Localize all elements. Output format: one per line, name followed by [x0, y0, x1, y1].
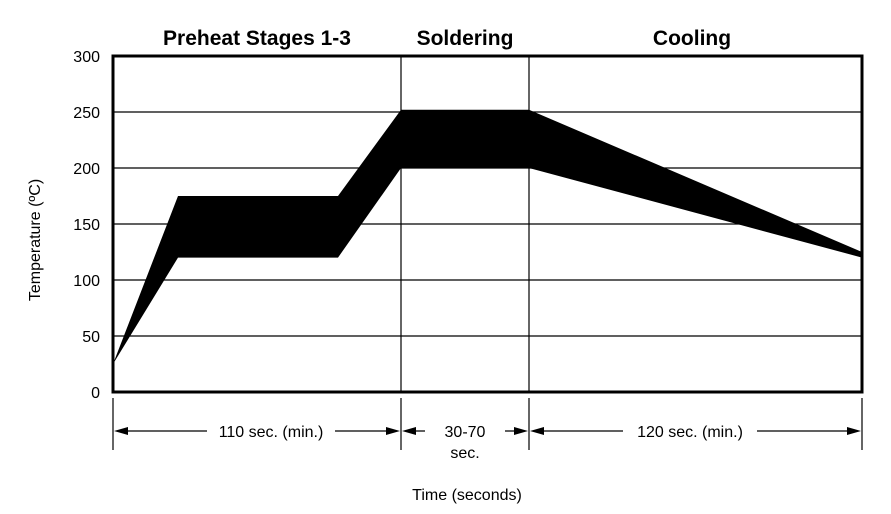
- stage-label-preheat: Preheat Stages 1-3: [163, 27, 351, 50]
- duration-arrowheads: [114, 427, 861, 435]
- arrowhead-left-icon: [530, 427, 544, 435]
- stage-label-cooling: Cooling: [653, 27, 731, 50]
- arrowhead-right-icon: [514, 427, 528, 435]
- stage-label-soldering: Soldering: [417, 27, 514, 50]
- arrowhead-right-icon: [847, 427, 861, 435]
- duration-label-soldering: 30-70: [445, 424, 486, 441]
- y-tick-label: 50: [82, 329, 100, 346]
- y-tick-labels: 0 50 100 150 200 250 300: [73, 49, 100, 402]
- arrowhead-right-icon: [386, 427, 400, 435]
- temperature-band: [113, 109, 862, 364]
- y-tick-label: 100: [73, 273, 100, 290]
- duration-label-cooling: 120 sec. (min.): [637, 424, 743, 441]
- y-tick-label: 0: [91, 385, 100, 402]
- duration-markers: [112, 398, 863, 450]
- arrowhead-left-icon: [114, 427, 128, 435]
- duration-sublabel-soldering: sec.: [450, 445, 479, 462]
- duration-label-preheat: 110 sec. (min.): [219, 424, 324, 441]
- y-tick-label: 250: [73, 105, 100, 122]
- plot-frame: [111, 54, 864, 394]
- y-tick-label: 200: [73, 161, 100, 178]
- x-axis-title: Time (seconds): [412, 487, 522, 504]
- y-axis-title: Temperature (ºC): [27, 179, 44, 301]
- arrowhead-left-icon: [402, 427, 416, 435]
- y-tick-label: 150: [73, 217, 100, 234]
- y-tick-label: 300: [73, 49, 100, 66]
